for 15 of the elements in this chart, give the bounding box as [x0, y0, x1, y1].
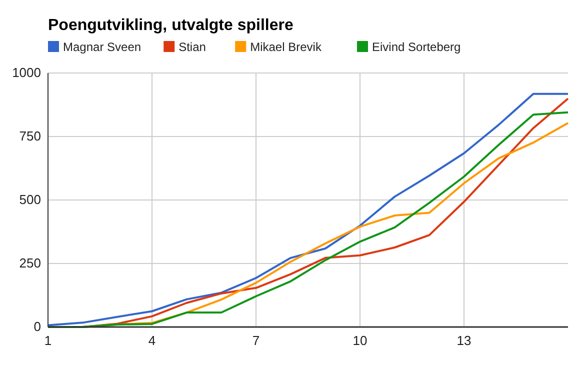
- y-tick-label: 1000: [12, 65, 41, 80]
- y-tick-label: 250: [19, 256, 41, 270]
- chart-title: Poengutvikling, utvalgte spillere: [48, 17, 294, 34]
- legend-label: Eivind Sorteberg: [372, 40, 461, 54]
- x-tick-label: 13: [456, 333, 472, 348]
- legend-label: Mikael Brevik: [250, 40, 322, 54]
- y-tick-label: 0: [34, 319, 41, 334]
- x-tick-label: 1: [44, 333, 52, 348]
- x-tick-label: 10: [352, 333, 368, 348]
- legend-label: Magnar Sveen: [63, 40, 142, 54]
- y-tick-label: 750: [19, 128, 41, 144]
- x-tick-label: 7: [252, 333, 260, 348]
- legend-label: Stian: [178, 40, 206, 54]
- y-tick-label: 500: [19, 192, 41, 207]
- x-tick-label: 4: [148, 333, 156, 348]
